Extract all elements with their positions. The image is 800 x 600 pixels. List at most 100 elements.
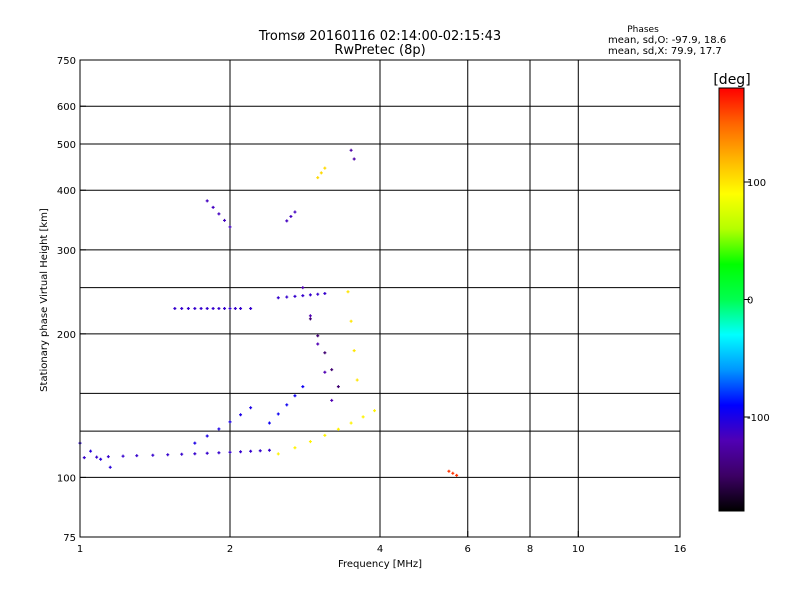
data-point	[233, 306, 237, 310]
data-point	[323, 433, 327, 437]
data-point	[319, 171, 323, 175]
data-point	[239, 450, 243, 454]
data-point	[336, 385, 340, 389]
data-point	[301, 294, 305, 298]
data-point	[193, 306, 197, 310]
data-point	[285, 219, 289, 223]
data-point	[451, 471, 455, 475]
data-point	[217, 306, 221, 310]
data-point	[249, 306, 253, 310]
data-point	[180, 306, 184, 310]
y-axis-label: Stationary phase Virtual Height [km]	[39, 208, 50, 392]
data-point	[346, 290, 350, 294]
x-tick-label: 16	[674, 544, 687, 555]
data-point	[330, 398, 334, 402]
data-point	[276, 296, 280, 300]
data-point	[330, 368, 334, 372]
data-point	[205, 434, 209, 438]
stats-line-x: mean, sd,X: 79.9, 17.7	[608, 46, 722, 57]
data-point	[316, 292, 320, 296]
data-point	[239, 306, 243, 310]
data-point	[301, 385, 305, 389]
data-point	[173, 306, 177, 310]
y-tick-label: 600	[57, 102, 76, 113]
data-point	[205, 306, 209, 310]
data-point	[285, 295, 289, 299]
data-point	[223, 306, 227, 310]
data-point	[267, 448, 271, 452]
data-point	[323, 351, 327, 355]
data-point	[355, 378, 359, 382]
data-point	[349, 319, 353, 323]
chart-title: Tromsø 20160116 02:14:00-02:15:43	[258, 29, 501, 44]
data-point	[373, 409, 377, 413]
data-point	[95, 455, 99, 459]
data-point	[293, 210, 297, 214]
data-point	[293, 446, 297, 450]
data-point	[352, 157, 356, 161]
y-tick-label: 400	[57, 186, 76, 197]
y-tick-label: 750	[57, 56, 76, 67]
grid-lines	[80, 60, 680, 537]
data-point	[223, 218, 227, 222]
colorbar-tick-label: 0	[747, 296, 753, 307]
y-tick-label: 200	[57, 330, 76, 341]
data-point	[316, 342, 320, 346]
data-point	[151, 453, 155, 457]
x-tick-label: 1	[77, 544, 83, 555]
y-tick-label: 500	[57, 140, 76, 151]
data-point	[211, 306, 215, 310]
x-axis-label: Frequency [MHz]	[338, 559, 422, 570]
data-point	[323, 166, 327, 170]
data-point	[289, 214, 293, 218]
x-tick-label: 4	[377, 544, 383, 555]
chart-subtitle: RwPretec (8p)	[334, 43, 425, 58]
data-point	[323, 291, 327, 295]
data-point	[308, 293, 312, 297]
data-point	[455, 473, 459, 477]
x-tick-label: 8	[527, 544, 533, 555]
data-point	[285, 403, 289, 407]
data-point	[447, 469, 451, 473]
y-tick-label: 75	[63, 533, 76, 544]
data-point	[276, 452, 280, 456]
data-point	[323, 370, 327, 374]
data-point	[316, 176, 320, 180]
axes: 1 2 4 6 8 10 16 75 100 200 300 400 500 600 750	[57, 56, 686, 555]
data-point	[186, 306, 190, 310]
y-tick-label: 300	[57, 246, 76, 257]
data-point	[82, 456, 86, 460]
x-tick-label: 2	[227, 544, 233, 555]
data-point	[193, 441, 197, 445]
data-point	[249, 449, 253, 453]
data-point	[166, 453, 170, 457]
data-point	[89, 449, 93, 453]
data-point	[239, 413, 243, 417]
data-point	[267, 421, 271, 425]
colorbar-tick-label: -100	[747, 413, 770, 424]
data-point	[135, 454, 139, 458]
data-point	[205, 199, 209, 203]
data-point	[249, 406, 253, 410]
data-point	[228, 420, 232, 424]
stats-line-o: mean, sd,O: -97.9, 18.6	[608, 35, 726, 46]
data-point	[336, 427, 340, 431]
data-point	[349, 148, 353, 152]
data-point	[211, 205, 215, 209]
data-point	[301, 286, 305, 290]
data-point	[106, 455, 110, 459]
colorbar	[718, 87, 745, 512]
data-point	[121, 454, 125, 458]
data-point	[199, 306, 203, 310]
data-point	[308, 314, 312, 318]
stats-heading: Phases	[627, 25, 659, 35]
data-point	[293, 394, 297, 398]
data-point	[258, 449, 262, 453]
data-point	[99, 457, 103, 461]
data-points	[78, 148, 459, 477]
x-tick-label: 6	[465, 544, 471, 555]
y-tick-label: 100	[57, 473, 76, 484]
data-point	[217, 451, 221, 455]
colorbar-tick-label: 100	[747, 178, 766, 189]
